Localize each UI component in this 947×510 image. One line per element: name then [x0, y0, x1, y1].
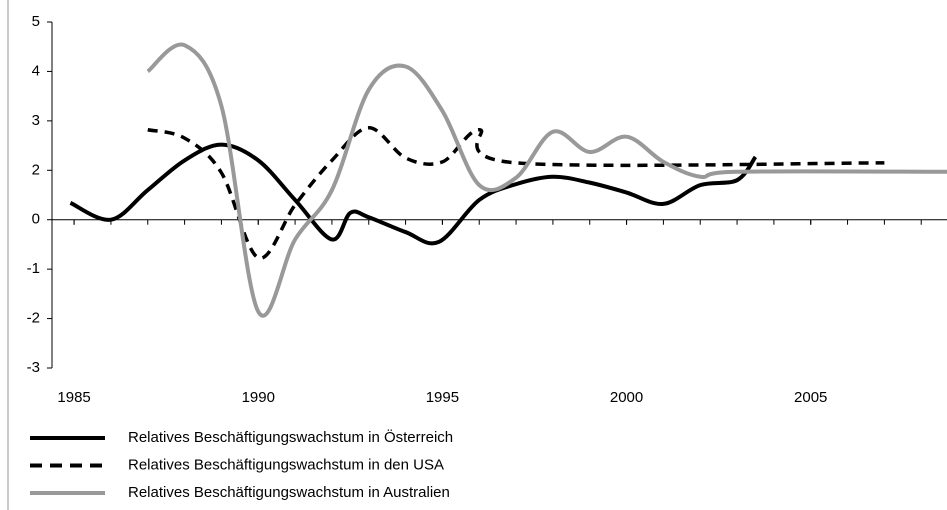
series-line — [147, 126, 885, 260]
y-tick-label: 2 — [32, 161, 40, 178]
series-line — [69, 142, 758, 246]
y-tick-label: 4 — [32, 62, 40, 79]
y-tick-label: 3 — [32, 112, 40, 129]
y-tick-label: 5 — [32, 13, 40, 30]
y-tick-label: -3 — [27, 359, 40, 376]
x-tick-label: 2005 — [794, 389, 827, 406]
y-tick-label: -2 — [27, 310, 40, 327]
x-tick-label: 1995 — [426, 389, 459, 406]
y-tick-label: 0 — [32, 211, 40, 228]
series-line — [146, 42, 947, 318]
x-tick-label: 1990 — [242, 389, 275, 406]
legend-label: Relatives Beschäftigungswachstum in Aust… — [128, 484, 450, 501]
legend-label: Relatives Beschäftigungswachstum in den … — [128, 456, 444, 473]
x-tick-label: 2000 — [610, 389, 643, 406]
legend-label: Relatives Beschäftigungswachstum in Öste… — [128, 428, 453, 446]
y-tick-label: -1 — [27, 260, 40, 277]
x-tick-label: 1985 — [57, 389, 90, 406]
